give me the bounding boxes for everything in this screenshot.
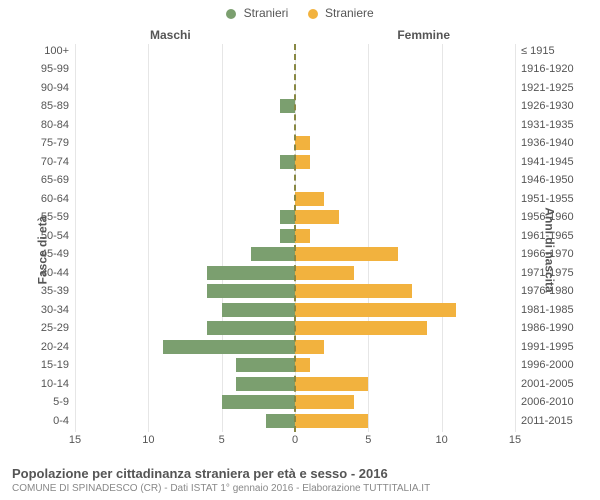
bar-female xyxy=(295,136,310,150)
plot-area: 100+≤ 191595-991916-192090-941921-192585… xyxy=(75,44,515,444)
bar-male xyxy=(236,358,295,372)
x-tick-label: 5 xyxy=(365,434,371,446)
bar-female xyxy=(295,321,427,335)
y-tick-label-age: 95-99 xyxy=(41,63,69,75)
legend-label-stranieri: Stranieri xyxy=(244,6,289,20)
y-tick-label-age: 50-54 xyxy=(41,230,69,242)
bar-female xyxy=(295,358,310,372)
y-tick-label-age: 60-64 xyxy=(41,193,69,205)
x-tick-label: 5 xyxy=(219,434,225,446)
y-tick-label-birth: 2001-2005 xyxy=(521,378,574,390)
legend-item-stranieri: Stranieri xyxy=(226,6,288,20)
bar-male xyxy=(280,210,295,224)
bar-female xyxy=(295,284,412,298)
y-tick-label-age: 100+ xyxy=(44,45,69,57)
y-tick-label-age: 80-84 xyxy=(41,119,69,131)
y-tick-label-birth: 2006-2010 xyxy=(521,396,574,408)
y-tick-label-age: 35-39 xyxy=(41,285,69,297)
y-tick-label-birth: 1961-1965 xyxy=(521,230,574,242)
bar-male xyxy=(207,284,295,298)
bar-female xyxy=(295,414,368,428)
y-tick-label-age: 90-94 xyxy=(41,82,69,94)
y-tick-label-age: 85-89 xyxy=(41,100,69,112)
x-tick-label: 10 xyxy=(436,434,448,446)
y-tick-label-birth: 1971-1975 xyxy=(521,267,574,279)
x-tick-label: 15 xyxy=(509,434,521,446)
column-header-right: Femmine xyxy=(397,28,450,42)
bar-male xyxy=(280,229,295,243)
bar-female xyxy=(295,377,368,391)
y-tick-label-birth: 1956-1960 xyxy=(521,211,574,223)
bar-female xyxy=(295,155,310,169)
y-tick-label-birth: 1941-1945 xyxy=(521,156,574,168)
bar-male xyxy=(251,247,295,261)
y-tick-label-birth: 1966-1970 xyxy=(521,248,574,260)
y-tick-label-birth: 1936-1940 xyxy=(521,137,574,149)
bar-male xyxy=(222,395,295,409)
y-tick-label-birth: 1921-1925 xyxy=(521,82,574,94)
y-tick-label-age: 55-59 xyxy=(41,211,69,223)
bar-female xyxy=(295,395,354,409)
bar-female xyxy=(295,266,354,280)
y-tick-label-age: 10-14 xyxy=(41,378,69,390)
y-tick-label-birth: 2011-2015 xyxy=(521,415,573,427)
y-tick-label-birth: 1916-1920 xyxy=(521,63,574,75)
y-tick-label-birth: 1946-1950 xyxy=(521,174,574,186)
y-tick-label-birth: 1976-1980 xyxy=(521,285,574,297)
x-tick-label: 0 xyxy=(292,434,298,446)
bar-female xyxy=(295,303,456,317)
y-tick-label-age: 5-9 xyxy=(53,396,69,408)
y-tick-label-age: 15-19 xyxy=(41,359,69,371)
bar-male xyxy=(266,414,295,428)
footer-subtitle: COMUNE DI SPINADESCO (CR) - Dati ISTAT 1… xyxy=(12,483,588,494)
center-divider xyxy=(294,44,296,432)
chart-footer: Popolazione per cittadinanza straniera p… xyxy=(12,466,588,494)
y-tick-label-birth: 1991-1995 xyxy=(521,341,574,353)
footer-title: Popolazione per cittadinanza straniera p… xyxy=(12,466,588,481)
bar-male xyxy=(280,99,295,113)
x-tick-label: 15 xyxy=(69,434,81,446)
y-tick-label-age: 45-49 xyxy=(41,248,69,260)
y-tick-label-birth: 1926-1930 xyxy=(521,100,574,112)
legend: Stranieri Straniere xyxy=(0,6,600,20)
y-tick-label-birth: 1931-1935 xyxy=(521,119,574,131)
y-tick-label-age: 30-34 xyxy=(41,304,69,316)
bar-male xyxy=(280,155,295,169)
x-tick-label: 10 xyxy=(142,434,154,446)
bar-male xyxy=(236,377,295,391)
y-tick-label-age: 20-24 xyxy=(41,341,69,353)
bar-male xyxy=(207,266,295,280)
y-tick-label-birth: 1986-1990 xyxy=(521,322,574,334)
legend-swatch-stranieri xyxy=(226,9,236,19)
column-header-left: Maschi xyxy=(150,28,191,42)
y-tick-label-birth: ≤ 1915 xyxy=(521,45,555,57)
bar-female xyxy=(295,192,324,206)
y-tick-label-age: 70-74 xyxy=(41,156,69,168)
bar-female xyxy=(295,229,310,243)
bar-male xyxy=(207,321,295,335)
y-tick-label-age: 65-69 xyxy=(41,174,69,186)
y-tick-label-age: 75-79 xyxy=(41,137,69,149)
bar-female xyxy=(295,247,398,261)
y-tick-label-age: 0-4 xyxy=(53,415,69,427)
bar-male xyxy=(222,303,295,317)
chart-container: Stranieri Straniere Maschi Femmine Fasce… xyxy=(0,0,600,500)
y-tick-label-age: 25-29 xyxy=(41,322,69,334)
y-tick-label-age: 40-44 xyxy=(41,267,69,279)
bar-male xyxy=(163,340,295,354)
y-tick-label-birth: 1951-1955 xyxy=(521,193,574,205)
bar-female xyxy=(295,340,324,354)
y-tick-label-birth: 1996-2000 xyxy=(521,359,574,371)
legend-label-straniere: Straniere xyxy=(325,6,374,20)
bar-female xyxy=(295,210,339,224)
y-tick-label-birth: 1981-1985 xyxy=(521,304,574,316)
legend-swatch-straniere xyxy=(308,9,318,19)
legend-item-straniere: Straniere xyxy=(308,6,374,20)
gridline xyxy=(515,44,516,432)
